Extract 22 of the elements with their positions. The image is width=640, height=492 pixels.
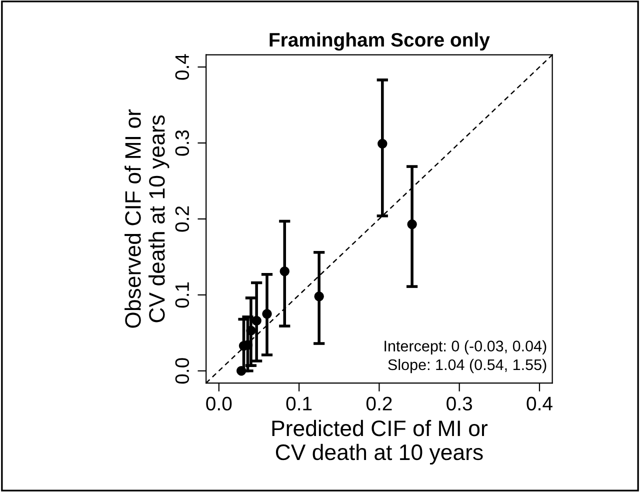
point bbox=[262, 309, 272, 319]
point bbox=[407, 219, 417, 230]
y-tick-label: 0.4 bbox=[175, 54, 190, 80]
y-tick-label: 0.1 bbox=[175, 282, 190, 308]
x-tick-label: 0.3 bbox=[446, 396, 472, 410]
point bbox=[378, 138, 388, 149]
point bbox=[252, 316, 262, 326]
x-tick-label: 0.2 bbox=[366, 396, 392, 410]
point bbox=[280, 266, 290, 276]
point bbox=[246, 326, 256, 336]
x-tick-label: 0.1 bbox=[286, 396, 312, 410]
chart-title: Framingham Score only bbox=[270, 32, 490, 51]
x-tick-label: 0.0 bbox=[206, 396, 232, 410]
y-tick-label: 0.3 bbox=[175, 130, 190, 156]
x-axis-title: Predicted CIF of MI or CV death at 10 years bbox=[272, 420, 488, 465]
point bbox=[236, 366, 246, 376]
annotation: Intercept: 0 (-0.03, 0.04) Slope: 1.04 (0.54, 1.55) bbox=[384, 340, 546, 374]
y-tick-label: 0.0 bbox=[175, 358, 190, 384]
x-tick-label: 0.4 bbox=[526, 396, 552, 410]
point bbox=[314, 292, 324, 302]
y-axis-title: Observed CIF of MI or CV death at 10 years bbox=[124, 109, 170, 328]
y-tick-label: 0.2 bbox=[175, 206, 190, 232]
